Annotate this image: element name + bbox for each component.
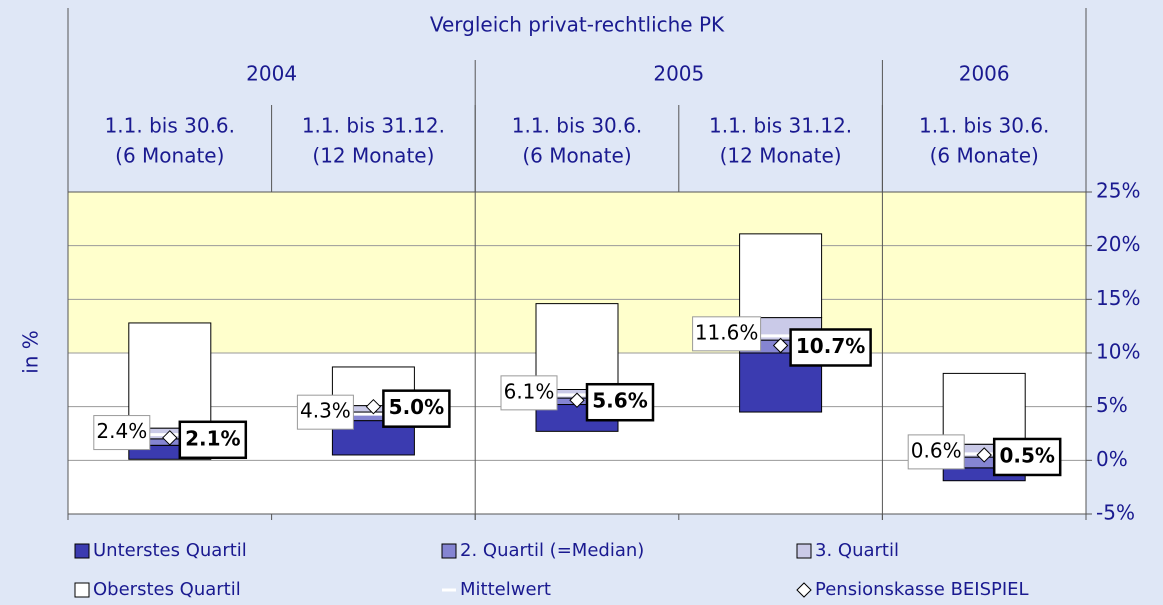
pk-label: 5.6% (592, 389, 647, 413)
bar-segment (942, 372, 1026, 445)
mean-label: 6.1% (504, 379, 555, 403)
pk-marker (365, 398, 382, 415)
legend-swatch (441, 543, 457, 559)
pk-label-box (789, 328, 872, 367)
group-label: 2005 (653, 62, 704, 86)
x-category-label: (12 Monate) (720, 144, 842, 168)
legend-label: Unterstes Quartil (93, 540, 247, 561)
legend-swatch (796, 582, 812, 598)
x-category-label: (6 Monate) (115, 144, 224, 168)
mean-label-box (500, 375, 558, 411)
pk-marker (569, 392, 585, 408)
x-category-label: 1.1. bis 30.6. (105, 114, 235, 138)
group-label: 2004 (246, 62, 297, 86)
pk-label: 10.7% (796, 334, 865, 358)
legend-swatch (796, 543, 812, 559)
pk-label: 2.1% (185, 426, 240, 450)
mean-label-box (907, 434, 965, 470)
pk-label: 5.0% (389, 395, 444, 419)
y-tick-label: 0% (1096, 447, 1128, 471)
y-tick-label: 10% (1096, 340, 1140, 364)
bar-segment (128, 322, 212, 429)
legend-swatch (74, 543, 90, 559)
mean-label: 11.6% (695, 320, 759, 344)
pk-label-box (992, 437, 1062, 477)
pk-label-box (585, 382, 655, 422)
legend-label: 2. Quartil (=Median) (460, 540, 644, 561)
legend-label: Mittelwert (460, 579, 551, 600)
x-category-label: (6 Monate) (930, 144, 1039, 168)
mean-label: 4.3% (300, 399, 351, 423)
pk-label-box (382, 389, 451, 428)
chart-title: Vergleich privat-rechtliche PK (430, 13, 725, 37)
mean-label-box (93, 415, 151, 451)
mean-label-box (296, 394, 354, 430)
pk-label: 0.5% (999, 443, 1054, 467)
legend-label: 3. Quartil (815, 540, 899, 561)
legend-label: Pensionskasse BEISPIEL (815, 579, 1029, 600)
x-category-label: 1.1. bis 30.6. (512, 114, 642, 138)
pk-marker (976, 447, 992, 463)
x-category-label: (6 Monate) (522, 144, 631, 168)
y-tick-label: 25% (1096, 179, 1140, 203)
y-tick-label: -5% (1096, 501, 1135, 525)
pk-marker (772, 337, 789, 354)
y-tick-label: 5% (1096, 393, 1128, 417)
pk-marker (162, 430, 178, 446)
y-tick-label: 20% (1096, 232, 1140, 256)
x-category-label: (12 Monate) (312, 144, 434, 168)
pk-label-box (178, 420, 248, 460)
mean-label-box (692, 316, 762, 352)
bar-segment (739, 233, 823, 319)
legend-label: Oberstes Quartil (93, 579, 241, 600)
y-tick-label: 15% (1096, 286, 1140, 310)
y-axis-label: in % (19, 330, 43, 374)
group-label: 2006 (959, 62, 1010, 86)
mean-label: 2.4% (96, 419, 147, 443)
x-category-label: 1.1. bis 30.6. (919, 114, 1049, 138)
x-category-label: 1.1. bis 31.12. (709, 114, 852, 138)
x-category-label: 1.1. bis 31.12. (302, 114, 445, 138)
legend-swatch (74, 582, 90, 598)
bar-segment (535, 303, 619, 390)
mean-label: 0.6% (911, 438, 962, 462)
